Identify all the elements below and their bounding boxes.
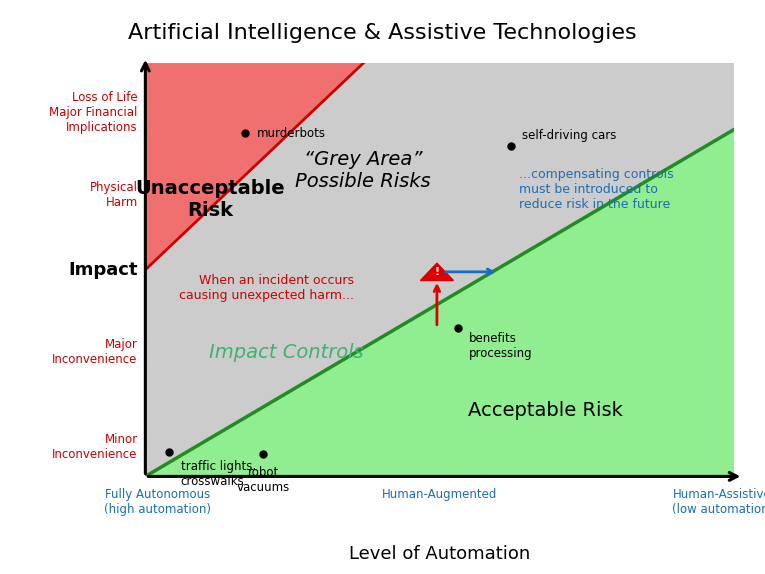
Text: Human-Augmented: Human-Augmented <box>382 488 497 501</box>
Text: Artificial Intelligence & Assistive Technologies: Artificial Intelligence & Assistive Tech… <box>129 23 636 43</box>
Text: Major
Inconvenience: Major Inconvenience <box>52 339 138 366</box>
Text: Level of Automation: Level of Automation <box>350 545 530 563</box>
Text: When an incident occurs
causing unexpected harm...: When an incident occurs causing unexpect… <box>180 274 354 302</box>
Text: benefits
processing: benefits processing <box>469 332 533 360</box>
Text: Loss of Life
Major Financial
Implications: Loss of Life Major Financial Implication… <box>49 91 138 134</box>
Text: Impact Controls: Impact Controls <box>210 343 364 362</box>
Text: traffic lights,
crosswalks: traffic lights, crosswalks <box>181 460 256 488</box>
Text: robot
vacuums: robot vacuums <box>236 466 290 494</box>
Text: Impact: Impact <box>68 261 138 279</box>
Text: Physical
Harm: Physical Harm <box>90 181 138 210</box>
Text: Unacceptable
Risk: Unacceptable Risk <box>135 179 285 220</box>
Polygon shape <box>421 263 454 281</box>
Text: Minor
Inconvenience: Minor Inconvenience <box>52 433 138 461</box>
Text: self-driving cars: self-driving cars <box>522 129 617 142</box>
Text: Fully Autonomous
(high automation): Fully Autonomous (high automation) <box>103 488 210 516</box>
Text: Human-Assistive
(low automation): Human-Assistive (low automation) <box>672 488 765 516</box>
Text: murderbots: murderbots <box>257 127 326 140</box>
Polygon shape <box>145 63 363 270</box>
Text: “Grey Area”
Possible Risks: “Grey Area” Possible Risks <box>295 150 431 191</box>
Text: !: ! <box>435 267 439 277</box>
Polygon shape <box>145 129 734 476</box>
Text: ...compensating controls
must be introduced to
reduce risk in the future: ...compensating controls must be introdu… <box>519 168 674 211</box>
Text: Acceptable Risk: Acceptable Risk <box>468 401 623 420</box>
